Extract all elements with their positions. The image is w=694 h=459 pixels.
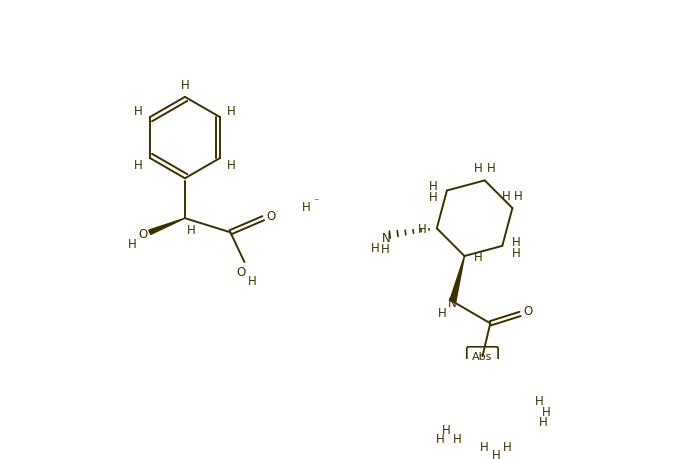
Text: H: H (135, 105, 143, 118)
Polygon shape (149, 219, 185, 235)
Text: N: N (382, 232, 390, 245)
Text: O: O (237, 265, 246, 278)
Polygon shape (450, 257, 464, 302)
Text: H: H (428, 180, 437, 193)
Text: ⁻: ⁻ (313, 196, 319, 207)
Text: H: H (474, 250, 483, 263)
FancyBboxPatch shape (467, 347, 498, 366)
Text: H: H (180, 78, 189, 92)
Text: O: O (266, 209, 276, 222)
Text: H: H (512, 235, 520, 248)
Text: H: H (502, 190, 511, 202)
Text: H: H (453, 432, 462, 445)
Text: H: H (539, 415, 547, 429)
Text: H: H (541, 405, 550, 418)
Text: H: H (436, 432, 445, 445)
Text: H: H (474, 162, 483, 175)
Text: H: H (437, 306, 446, 319)
Text: H: H (480, 440, 489, 453)
Text: H: H (442, 423, 451, 436)
Text: O: O (523, 305, 532, 318)
Text: H: H (535, 394, 544, 407)
Text: H: H (514, 190, 523, 202)
Text: H: H (227, 105, 235, 118)
Text: H: H (428, 191, 437, 204)
Text: H: H (486, 162, 496, 175)
Text: O: O (139, 228, 148, 241)
Text: H: H (492, 448, 501, 459)
Text: Abs: Abs (473, 352, 493, 361)
Text: N: N (448, 297, 457, 310)
Text: H: H (503, 440, 512, 453)
Text: H: H (227, 158, 235, 171)
Text: H: H (512, 246, 520, 259)
Text: H: H (371, 241, 380, 254)
Text: H: H (128, 237, 137, 250)
Text: H: H (248, 275, 257, 288)
Text: H: H (381, 243, 389, 256)
Text: H: H (187, 224, 196, 237)
Text: H: H (418, 222, 427, 235)
Text: H: H (302, 201, 311, 213)
Text: H: H (135, 158, 143, 171)
